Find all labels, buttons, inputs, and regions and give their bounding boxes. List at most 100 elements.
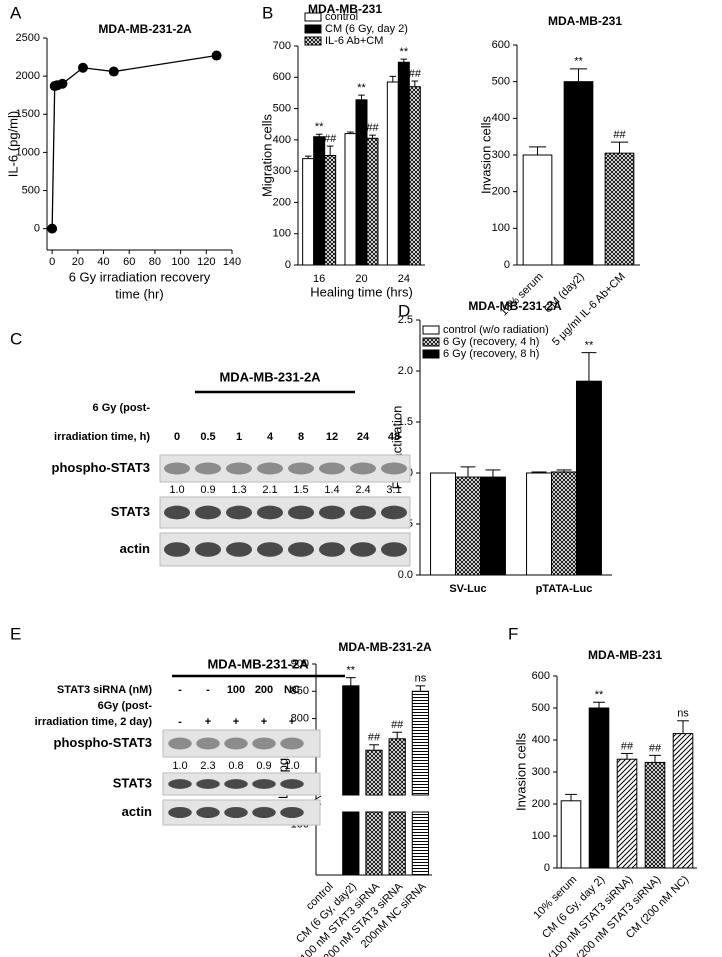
panel-label: D	[398, 301, 410, 320]
x-tick-label: 100	[171, 256, 189, 268]
bar	[604, 152, 635, 266]
y-tick-label: 200	[492, 186, 510, 198]
row-label: phospho-STAT3	[52, 460, 150, 475]
panel-label: C	[10, 329, 22, 348]
bar	[344, 133, 357, 266]
lane-label: +	[233, 716, 239, 728]
panel-label: E	[10, 624, 21, 643]
header-label: irradiation time, h)	[54, 431, 150, 443]
bar	[366, 137, 379, 266]
bar	[455, 476, 481, 576]
blot-strip	[162, 729, 321, 758]
legend-label: IL-6 Ab+CM	[325, 35, 383, 47]
y-tick-label: 100	[492, 222, 510, 234]
y-tick-label: 850	[291, 685, 309, 697]
bar	[408, 86, 421, 266]
y-tick-label: 500	[492, 76, 510, 88]
lane-label: NC	[284, 684, 300, 696]
band	[196, 737, 220, 750]
y-tick-label: 700	[273, 40, 291, 52]
panel-label: A	[10, 3, 22, 22]
y-tick-label: 2000	[16, 70, 40, 82]
y-tick-label: 1500	[16, 108, 40, 120]
y-tick-label: 300	[273, 165, 291, 177]
band	[280, 737, 304, 750]
annotation: **	[400, 46, 409, 58]
bar	[386, 81, 399, 266]
row-label: actin	[120, 541, 150, 556]
quantification: 2.4	[355, 484, 370, 496]
y-tick-label: 0	[504, 259, 510, 271]
bar	[430, 472, 457, 576]
panel-label: B	[262, 3, 273, 22]
quantification: 2.3	[200, 760, 215, 772]
legend-label: control	[325, 11, 358, 23]
band	[380, 505, 408, 520]
quantification: 1.3	[231, 484, 246, 496]
y-tick-label: 2.5	[398, 314, 413, 326]
y-tick-label: 0	[544, 862, 550, 874]
band	[194, 542, 222, 557]
band	[168, 737, 192, 750]
band	[224, 737, 248, 750]
band	[318, 505, 346, 520]
y-tick-label: 600	[273, 71, 291, 83]
legend-swatch	[422, 349, 440, 359]
annotation: ##	[621, 740, 634, 752]
row-label: STAT3	[113, 775, 152, 790]
chart-title: MDA-MB-231-2A	[468, 299, 562, 313]
band	[318, 462, 346, 475]
y-tick-label: 0	[34, 223, 40, 235]
y-tick-label: 100	[532, 830, 550, 842]
annotation: ##	[649, 742, 662, 754]
quantification: 3.1	[386, 484, 401, 496]
y-tick-label: 600	[532, 670, 550, 682]
lane-label: 4	[267, 431, 274, 443]
lane-label: -	[206, 684, 210, 696]
band	[380, 542, 408, 557]
bar	[302, 158, 315, 266]
row-label: phospho-STAT3	[54, 735, 152, 750]
bar	[411, 811, 430, 876]
annotation: ##	[391, 719, 404, 731]
x-tick-label: 20	[355, 273, 367, 285]
panel-label: F	[508, 624, 518, 643]
bar	[575, 380, 602, 576]
bar	[526, 472, 553, 576]
band	[252, 779, 276, 789]
annotation: **	[347, 665, 356, 677]
lane-label: +	[205, 716, 211, 728]
bar	[313, 136, 326, 266]
y-tick-label: 400	[492, 112, 510, 124]
legend-swatch	[422, 337, 440, 347]
lane-label: +	[261, 716, 267, 728]
bar	[551, 471, 577, 576]
annotation: **	[574, 56, 583, 68]
lane-label: 0.5	[200, 431, 215, 443]
y-tick-label: 0	[285, 259, 291, 271]
lane-label: +	[289, 716, 295, 728]
header-label: 6 Gy (post-	[93, 402, 151, 414]
row-label: actin	[122, 804, 152, 819]
quantification: 1.4	[324, 484, 339, 496]
lane-label: 8	[298, 431, 304, 443]
x-tick-label: SV-Luc	[449, 583, 486, 595]
band	[163, 505, 191, 520]
band	[256, 542, 284, 557]
y-tick-label: 600	[492, 39, 510, 51]
quantification: 0.9	[200, 484, 215, 496]
annotation: **	[595, 689, 604, 701]
x-tick-label: 24	[398, 273, 410, 285]
lane-label: -	[178, 716, 182, 728]
annotation: **	[315, 121, 324, 133]
blot-title: MDA-MB-231-2A	[219, 369, 321, 384]
band	[280, 779, 304, 789]
annotation: **	[585, 340, 594, 352]
x-tick-label: 140	[223, 256, 241, 268]
annotation: ns	[677, 708, 689, 720]
header-label: STAT3 siRNA (nM)	[57, 684, 152, 696]
bar	[365, 811, 383, 876]
bar	[324, 155, 337, 266]
blot-strip	[159, 454, 411, 483]
